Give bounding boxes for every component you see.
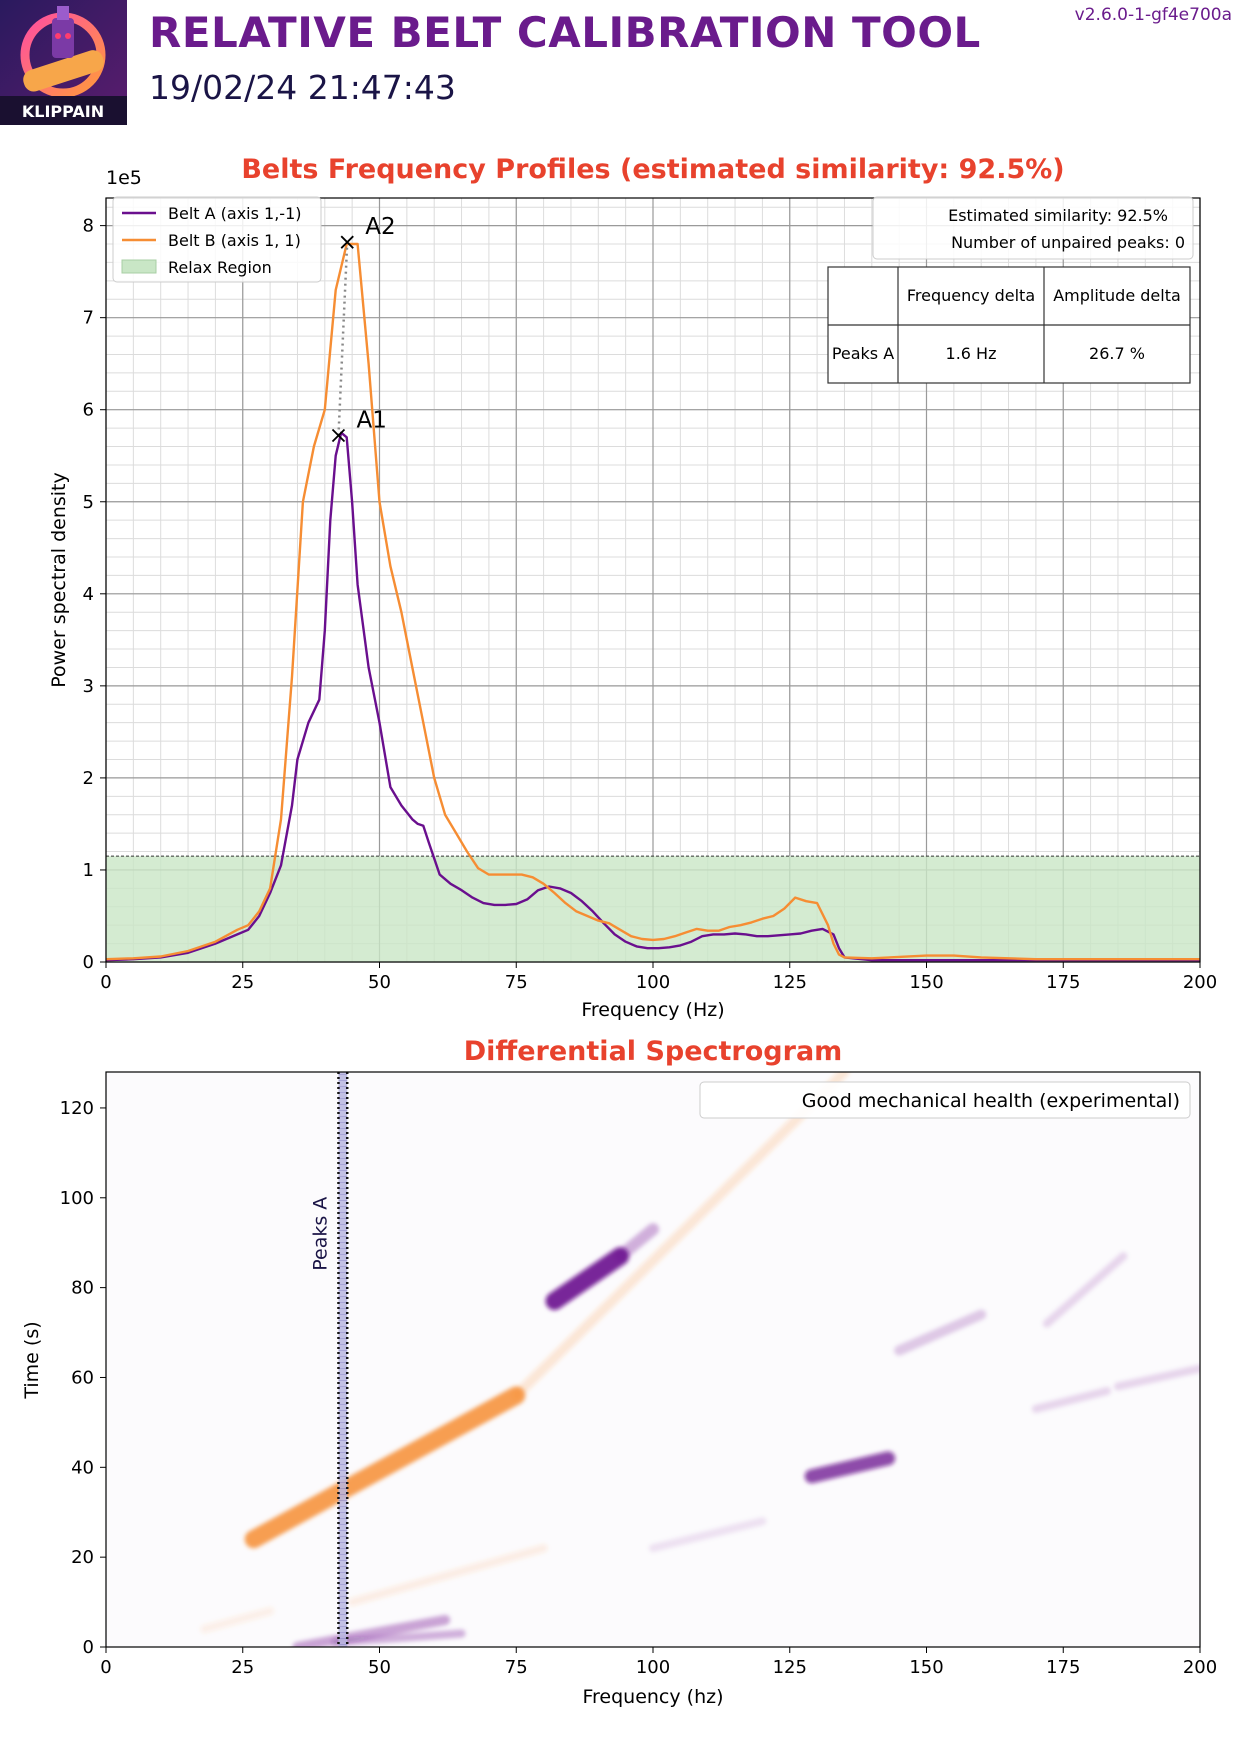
unpaired-peaks-text: Number of unpaired peaks: 0 bbox=[951, 233, 1185, 252]
spectrogram-legend: Good mechanical health (experimental) bbox=[699, 1081, 1191, 1119]
psd-legend: Belt A (axis 1,-1) Belt B (axis 1, 1) Re… bbox=[112, 196, 322, 283]
y-tick-label: 1 bbox=[83, 860, 94, 881]
table-header-frequency-delta: Frequency delta bbox=[907, 286, 1035, 305]
spectrogram-streaks bbox=[200, 1072, 1200, 1647]
spectrogram-streak bbox=[1113, 1364, 1200, 1391]
spectrogram-title: Differential Spectrogram bbox=[464, 1036, 843, 1067]
x-tick-label: 0 bbox=[100, 1657, 111, 1678]
x-tick-label: 125 bbox=[773, 972, 807, 993]
spectrogram-streak bbox=[614, 1223, 659, 1263]
legend-swatch-relax bbox=[121, 259, 157, 274]
x-tick-label: 25 bbox=[231, 1657, 254, 1678]
similarity-info-box: Estimated similarity: 92.5% Number of un… bbox=[872, 196, 1194, 260]
psd-x-ticks: 0 25 50 75 100 125 150 175 200 bbox=[100, 962, 1217, 993]
spectrogram-streak bbox=[804, 1451, 896, 1484]
spectrogram-streak bbox=[292, 1615, 451, 1647]
peak-label-a2: A2 bbox=[365, 214, 395, 240]
peak-markers: A1 A2 bbox=[331, 214, 396, 443]
relax-region bbox=[106, 856, 1200, 962]
x-tick-label: 75 bbox=[505, 972, 528, 993]
spectrogram-streak bbox=[649, 1517, 767, 1553]
peak-marker-a1 bbox=[331, 428, 346, 443]
psd-chart-title: Belts Frequency Profiles (estimated simi… bbox=[241, 154, 1064, 185]
table-cell-frequency-delta: 1.6 Hz bbox=[946, 344, 997, 363]
peak-band-label: Peaks A bbox=[309, 1197, 331, 1271]
y-tick-label: 60 bbox=[71, 1367, 94, 1388]
psd-major-grid bbox=[105, 198, 1201, 963]
peak-marker-a2 bbox=[340, 235, 354, 249]
y-tick-label: 100 bbox=[60, 1188, 94, 1209]
legend-entry-belt-b: Belt B (axis 1, 1) bbox=[168, 231, 301, 250]
series-line-belt-a bbox=[106, 431, 1200, 962]
y-tick-label: 7 bbox=[83, 308, 94, 329]
x-tick-label: 75 bbox=[505, 1657, 528, 1678]
spectrogram-streak bbox=[244, 1386, 526, 1549]
series-line-belt-b bbox=[106, 242, 1200, 961]
x-tick-label: 0 bbox=[100, 972, 111, 993]
peaks-table: Frequency delta Amplitude delta Peaks A … bbox=[827, 266, 1191, 384]
spectrogram-streak bbox=[1042, 1252, 1128, 1328]
psd-y-multiplier: 1e5 bbox=[106, 167, 142, 189]
x-tick-label: 50 bbox=[368, 972, 391, 993]
klippain-logo: KLIPPAIN bbox=[0, 0, 127, 125]
y-tick-label: 2 bbox=[83, 768, 94, 789]
spectrogram-y-axis-label: Time (s) bbox=[21, 1321, 43, 1399]
y-tick-label: 4 bbox=[83, 584, 94, 605]
spectrogram-x-ticks: 0 25 50 75 100 125 150 175 200 bbox=[100, 1647, 1217, 1678]
spectrogram-chart: Differential Spectrogram Peaks A 0 25 50 75… bbox=[21, 1036, 1217, 1708]
x-tick-label: 25 bbox=[231, 972, 254, 993]
y-tick-label: 6 bbox=[83, 400, 94, 421]
table-cell-amplitude-delta: 26.7 % bbox=[1089, 344, 1145, 363]
psd-y-axis-label: Power spectral density bbox=[48, 472, 70, 687]
peak-label-a1: A1 bbox=[356, 407, 386, 433]
y-tick-label: 3 bbox=[83, 676, 94, 697]
x-tick-label: 125 bbox=[773, 1657, 807, 1678]
x-tick-label: 150 bbox=[909, 1657, 943, 1678]
table-row-label: Peaks A bbox=[832, 344, 894, 363]
legend-entry-belt-a: Belt A (axis 1,-1) bbox=[168, 204, 302, 223]
spectrogram-streak bbox=[545, 1247, 630, 1311]
peak-connector-line bbox=[337, 242, 349, 436]
legend-entry-relax: Relax Region bbox=[168, 258, 272, 277]
spectrogram-streak bbox=[1031, 1386, 1112, 1413]
spectrogram-streak bbox=[348, 1544, 548, 1607]
y-tick-label: 0 bbox=[83, 1637, 94, 1658]
version-label: v2.6.0-1-gf4e700a bbox=[1074, 5, 1232, 25]
spectrogram-streak bbox=[200, 1607, 275, 1634]
psd-y-ticks: 0 1 2 3 4 5 6 7 8 bbox=[83, 216, 106, 973]
y-tick-label: 80 bbox=[71, 1278, 94, 1299]
spectrogram-x-axis-label: Frequency (hz) bbox=[582, 1686, 723, 1708]
x-tick-label: 175 bbox=[1046, 1657, 1080, 1678]
x-tick-label: 150 bbox=[909, 972, 943, 993]
spectrogram-streak bbox=[331, 1629, 466, 1647]
similarity-text: Estimated similarity: 92.5% bbox=[948, 206, 1168, 225]
spectrogram-background bbox=[106, 1072, 1200, 1647]
x-tick-label: 100 bbox=[636, 972, 670, 993]
y-tick-label: 8 bbox=[83, 216, 94, 237]
x-tick-label: 175 bbox=[1046, 972, 1080, 993]
y-tick-label: 20 bbox=[71, 1547, 94, 1568]
spectrogram-y-ticks: 0 20 40 60 80 100 120 bbox=[60, 1098, 106, 1658]
spectrogram-streak bbox=[511, 1072, 850, 1401]
x-tick-label: 100 bbox=[636, 1657, 670, 1678]
psd-x-axis-label: Frequency (Hz) bbox=[581, 999, 724, 1021]
y-tick-label: 0 bbox=[83, 952, 94, 973]
spectrogram-streak bbox=[894, 1309, 987, 1356]
x-tick-label: 50 bbox=[368, 1657, 391, 1678]
logo-text: KLIPPAIN bbox=[22, 102, 104, 121]
y-tick-label: 40 bbox=[71, 1457, 94, 1478]
y-tick-label: 5 bbox=[83, 492, 94, 513]
table-header-amplitude-delta: Amplitude delta bbox=[1053, 286, 1181, 305]
timestamp: 19/02/24 21:47:43 bbox=[149, 68, 456, 107]
peak-band-a bbox=[338, 1072, 348, 1647]
y-tick-label: 120 bbox=[60, 1098, 94, 1119]
mechanical-health-text: Good mechanical health (experimental) bbox=[802, 1090, 1180, 1112]
x-tick-label: 200 bbox=[1183, 972, 1217, 993]
psd-chart: Belts Frequency Profiles (estimated simi… bbox=[48, 154, 1217, 1021]
x-tick-label: 200 bbox=[1183, 1657, 1217, 1678]
page-title: RELATIVE BELT CALIBRATION TOOL bbox=[149, 8, 981, 57]
